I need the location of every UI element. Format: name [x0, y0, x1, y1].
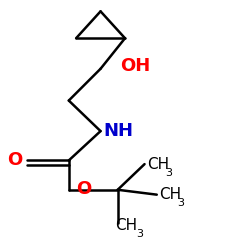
Text: CH: CH	[147, 156, 169, 172]
Text: O: O	[7, 152, 22, 170]
Text: 3: 3	[178, 198, 184, 208]
Text: OH: OH	[120, 57, 150, 75]
Text: O: O	[76, 180, 91, 198]
Text: 3: 3	[136, 229, 143, 239]
Text: CH: CH	[115, 218, 137, 233]
Text: 3: 3	[165, 168, 172, 178]
Text: CH: CH	[159, 187, 181, 202]
Text: NH: NH	[103, 122, 133, 140]
